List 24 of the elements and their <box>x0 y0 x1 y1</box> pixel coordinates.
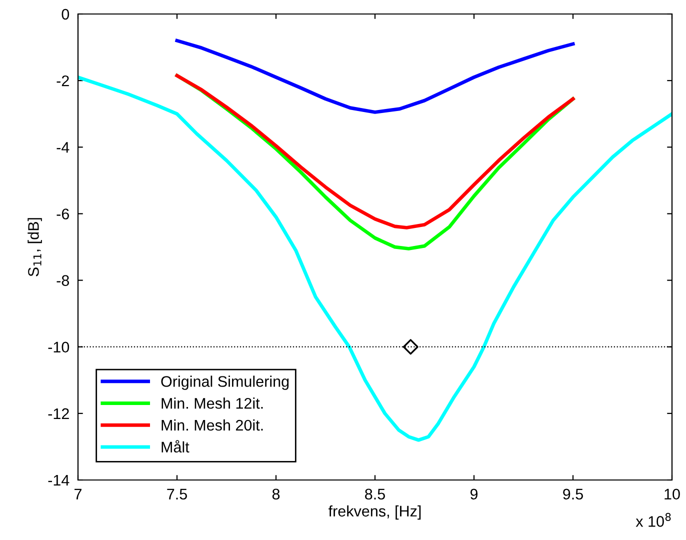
y-tick-label: -2 <box>56 75 69 86</box>
x-tick-label: 7 <box>74 488 82 500</box>
line-series <box>175 38 575 114</box>
x-tick-label: 7.5 <box>167 488 187 500</box>
x-tick-label: 9 <box>470 488 478 500</box>
text: x 10$^{8}$ <box>636 512 671 527</box>
x-tick-label: 10 <box>664 488 680 500</box>
legend-label: Min. Mesh 20it. <box>162 419 263 431</box>
x-tick-label: 8 <box>272 488 280 500</box>
legend-label: Original Simulering <box>161 376 289 390</box>
y-tick-label: -12 <box>48 408 69 419</box>
y-tick-label: 0 <box>62 8 70 20</box>
x-tick-label: 9.5 <box>563 488 583 500</box>
x-axis-title: frekvens, [Hz] <box>328 505 421 520</box>
line-series <box>78 76 672 442</box>
y-tick-label: -8 <box>56 275 70 286</box>
x-tick-label: 8.5 <box>365 488 385 500</box>
legend-label: Min. Mesh 12it. <box>162 398 263 409</box>
y-tick-label: -10 <box>48 342 70 353</box>
y-tick-label: -6 <box>56 208 69 220</box>
y-tick-label: -14 <box>48 475 70 486</box>
y-tick-label: -4 <box>56 142 70 153</box>
legend-label: Målt <box>162 440 190 453</box>
y-axis-title: S$_{11}$, [dB] <box>28 218 42 276</box>
